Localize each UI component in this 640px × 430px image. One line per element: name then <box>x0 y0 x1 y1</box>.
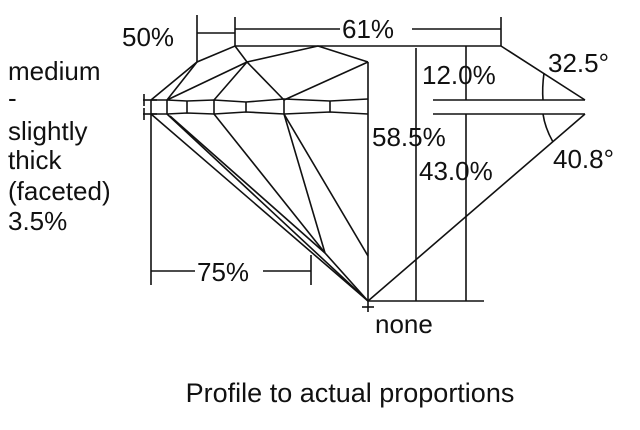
diagram-caption: Profile to actual proportions <box>186 378 515 408</box>
girdle-label-line: thick <box>8 145 62 175</box>
culet-label: none <box>375 309 433 339</box>
girdle-label: medium - slightly thick (faceted) 3.5% <box>8 56 111 236</box>
crown-height-label: 12.0% <box>422 60 496 90</box>
crown-angle-label: 32.5° <box>548 48 609 78</box>
girdle-label-line: (faceted) <box>8 176 111 206</box>
star-length-label: 50% <box>122 22 174 52</box>
pavilion-angle-label: 40.8° <box>553 144 614 174</box>
dimension-lines <box>150 15 502 302</box>
lower-half-label: 75% <box>197 257 249 287</box>
diamond-profile-outline <box>143 45 586 312</box>
table-label: 61% <box>342 14 394 44</box>
girdle-label-line: medium <box>8 56 100 86</box>
girdle-label-line: - <box>8 83 17 113</box>
girdle-label-line: slightly <box>8 116 87 146</box>
girdle-label-line: 3.5% <box>8 206 67 236</box>
total-depth-label: 58.5% <box>372 122 446 152</box>
pavilion-depth-label: 43.0% <box>419 156 493 186</box>
